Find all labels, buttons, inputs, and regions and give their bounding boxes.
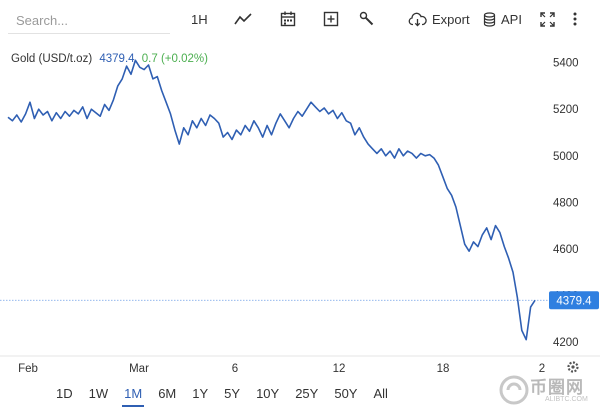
last-price-badge xyxy=(549,291,599,310)
more-vertical-icon xyxy=(573,12,577,26)
api-button[interactable]: API xyxy=(483,9,522,29)
x-tick-label: Feb xyxy=(18,363,38,375)
database-icon xyxy=(483,11,496,27)
price-change: 0.7 (+0.02%) xyxy=(141,53,208,65)
fullscreen-button[interactable] xyxy=(540,9,555,29)
add-indicator-button[interactable] xyxy=(323,9,339,29)
range-tab-all[interactable]: All xyxy=(373,386,388,401)
watermark-text: 币圈网 xyxy=(530,378,584,397)
range-tab-1w[interactable]: 1W xyxy=(88,386,109,401)
range-tab-5y[interactable]: 5Y xyxy=(224,386,241,401)
export-button[interactable]: Export xyxy=(408,9,470,29)
interval-label: 1H xyxy=(191,11,208,27)
plot-layer: 4200440046004800500052005400FebMar612182… xyxy=(0,58,600,375)
chart-legend: Gold (USD/t.oz) 4379.4 0.7 (+0.02%) xyxy=(11,53,208,65)
x-tick-label: Mar xyxy=(129,363,149,375)
range-tab-10y[interactable]: 10Y xyxy=(256,386,280,401)
interval-button[interactable]: 1H xyxy=(191,9,208,29)
chart-toolbar: Search... 1H xyxy=(0,0,600,40)
fullscreen-icon xyxy=(540,11,555,27)
y-tick-label: 4200 xyxy=(553,337,579,349)
range-tab-50y[interactable]: 50Y xyxy=(334,386,358,401)
search-input[interactable]: Search... xyxy=(8,8,170,34)
last-value: 4379.4 xyxy=(99,53,135,65)
range-selector: 1D 1W 1M 6M 1Y 5Y 10Y 25Y 50Y All xyxy=(48,384,396,407)
watermark-subtext: ALIBTC.COM xyxy=(545,396,588,403)
watermark-logo xyxy=(499,375,529,405)
plus-square-icon xyxy=(323,11,339,27)
y-tick-label: 4600 xyxy=(553,244,579,256)
calendar-icon xyxy=(280,11,296,27)
range-tab-6m[interactable]: 6M xyxy=(158,386,177,401)
settings-gear-icon[interactable] xyxy=(567,361,579,373)
last-price-badge-label: 4379.4 xyxy=(556,295,592,307)
calendar-button[interactable] xyxy=(280,9,296,29)
y-tick-label: 5400 xyxy=(553,58,579,70)
chart-type-button[interactable] xyxy=(234,9,252,29)
x-tick-label: 18 xyxy=(437,363,450,375)
export-label: Export xyxy=(432,11,470,27)
x-tick-label: 6 xyxy=(232,363,238,375)
x-tick-label: 2 xyxy=(539,363,545,375)
wrench-icon xyxy=(359,11,374,26)
y-tick-label: 5200 xyxy=(553,104,579,116)
instrument-name: Gold (USD/t.oz) xyxy=(11,53,93,65)
range-tab-1m[interactable]: 1M xyxy=(116,384,150,407)
y-tick-label: 5000 xyxy=(553,151,579,163)
tools-button[interactable] xyxy=(359,9,375,29)
x-tick-label: 12 xyxy=(333,363,346,375)
price-series-line xyxy=(7,59,536,341)
chart-svg: 4200440046004800500052005400FebMar612182… xyxy=(0,58,600,375)
range-tab-1d[interactable]: 1D xyxy=(56,386,73,401)
more-menu-button[interactable] xyxy=(572,9,578,29)
range-tab-25y[interactable]: 25Y xyxy=(295,386,319,401)
range-tab-1y[interactable]: 1Y xyxy=(192,386,209,401)
line-chart-icon xyxy=(234,13,252,25)
price-chart[interactable]: 4200440046004800500052005400FebMar612182… xyxy=(0,44,600,376)
api-label: API xyxy=(501,11,522,27)
y-tick-label: 4800 xyxy=(553,197,579,209)
cloud-download-icon xyxy=(408,12,427,27)
